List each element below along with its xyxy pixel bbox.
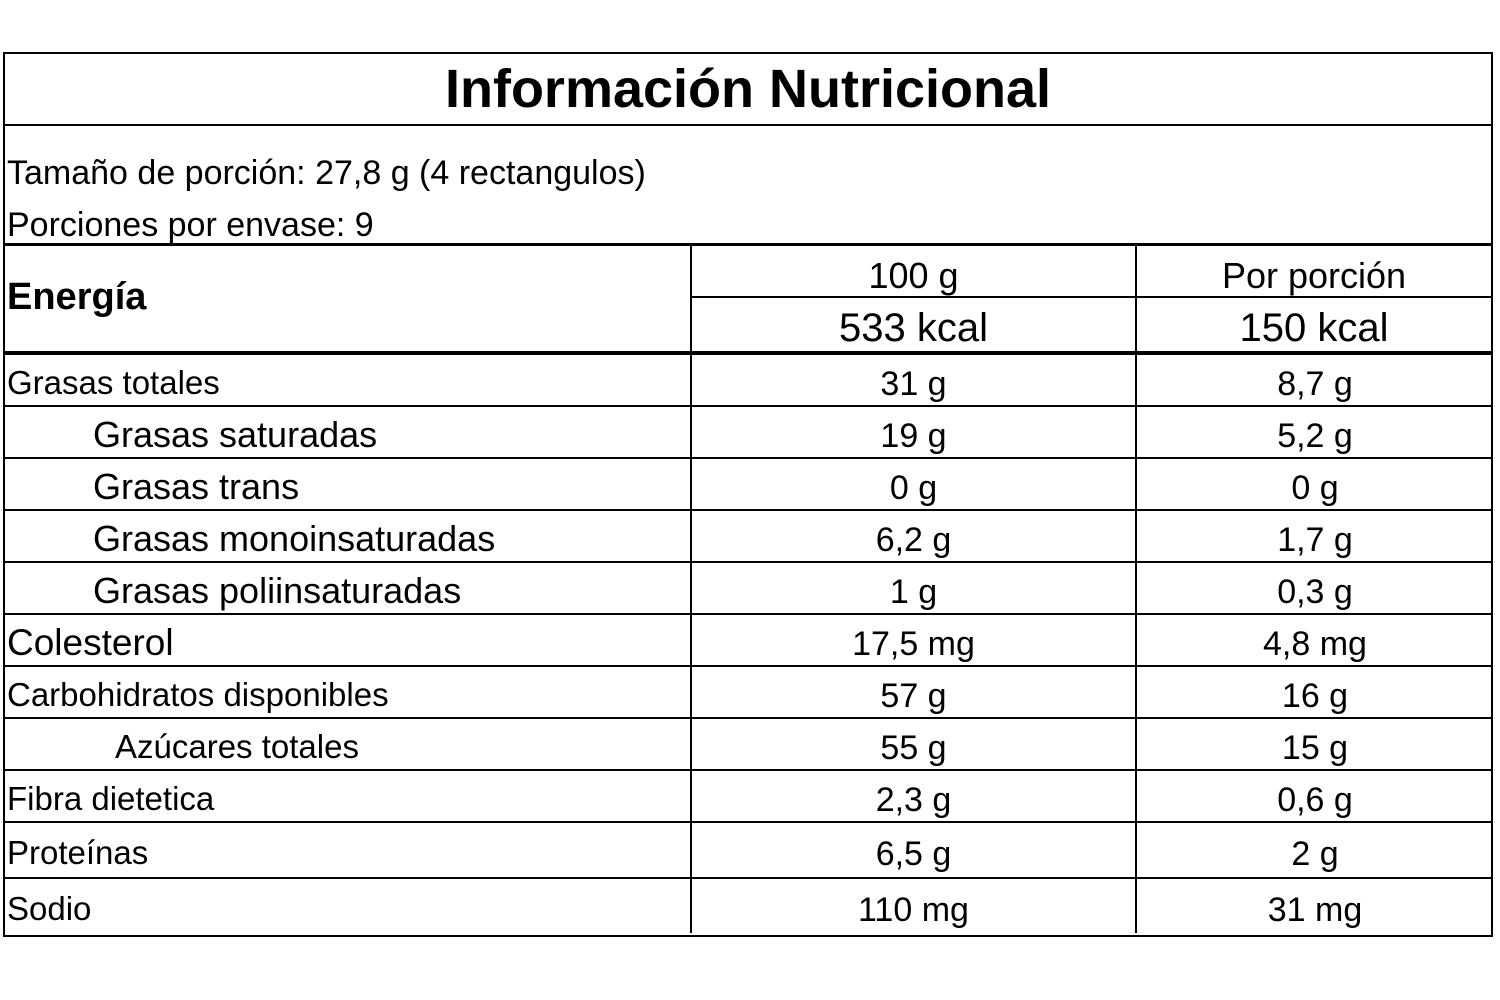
nutrient-value-portion: 0,6 g xyxy=(1135,771,1493,821)
column-header-portion: Por porción xyxy=(1137,246,1491,298)
nutrient-value-portion: 8,7 g xyxy=(1135,355,1493,405)
nutrient-value-portion: 15 g xyxy=(1135,719,1493,769)
nutrient-name: Fibra dietetica xyxy=(7,780,215,817)
nutrient-value-100g: 6,2 g xyxy=(690,511,1135,561)
nutrient-row: Grasas trans 0 g 0 g xyxy=(5,459,1491,511)
nutrient-value-portion: 2 g xyxy=(1135,823,1493,877)
nutrient-row: Azúcares totales 55 g 15 g xyxy=(5,719,1491,771)
energy-column-100g: 100 g 533 kcal xyxy=(690,246,1135,351)
column-header-100g: 100 g xyxy=(692,246,1135,298)
nutrient-value-100g: 57 g xyxy=(690,667,1135,717)
energy-kcal-100g: 533 kcal xyxy=(839,306,988,350)
nutrient-name: Carbohidratos disponibles xyxy=(7,676,389,713)
nutrient-value-100g: 19 g xyxy=(690,407,1135,457)
nutrient-value-portion: 4,8 mg xyxy=(1135,615,1493,665)
nutrient-name: Grasas monoinsaturadas xyxy=(93,518,496,559)
nutrient-value-portion: 0,3 g xyxy=(1135,563,1493,613)
nutrient-value-100g: 0 g xyxy=(690,459,1135,509)
energy-column-portion: Por porción 150 kcal xyxy=(1135,246,1491,351)
nutrient-value-100g: 1 g xyxy=(690,563,1135,613)
nutrition-facts-label: Información Nutricional Tamaño de porció… xyxy=(3,52,1493,937)
nutrient-value-portion: 5,2 g xyxy=(1135,407,1493,457)
nutrient-row: Colesterol 17,5 mg 4,8 mg xyxy=(5,615,1491,667)
nutrient-value-100g: 2,3 g xyxy=(690,771,1135,821)
nutrient-value-100g: 17,5 mg xyxy=(690,615,1135,665)
nutrient-name: Grasas totales xyxy=(7,364,220,401)
nutrient-row: Grasas totales 31 g 8,7 g xyxy=(5,355,1491,407)
nutrient-value-portion: 16 g xyxy=(1135,667,1493,717)
nutrient-row: Proteínas 6,5 g 2 g xyxy=(5,823,1491,879)
nutrient-name: Grasas saturadas xyxy=(93,414,378,455)
label-title: Información Nutricional xyxy=(5,54,1491,126)
nutrient-rows: Grasas totales 31 g 8,7 g Grasas saturad… xyxy=(5,355,1491,933)
servings-per-container: Porciones por envase: 9 xyxy=(7,206,374,244)
energy-label: Energía xyxy=(7,276,147,318)
energy-section: Energía 100 g 533 kcal Por porción 150 k… xyxy=(5,246,1491,355)
nutrient-name: Azúcares totales xyxy=(115,728,359,765)
nutrient-row: Grasas monoinsaturadas 6,2 g 1,7 g xyxy=(5,511,1491,563)
nutrient-row: Fibra dietetica 2,3 g 0,6 g xyxy=(5,771,1491,823)
serving-size: Tamaño de porción: 27,8 g (4 rectangulos… xyxy=(7,154,646,192)
nutrient-value-portion: 0 g xyxy=(1135,459,1493,509)
nutrient-name: Sodio xyxy=(7,890,92,927)
nutrient-value-100g: 110 mg xyxy=(690,879,1135,933)
nutrient-name: Proteínas xyxy=(7,834,149,871)
nutrient-name: Grasas trans xyxy=(93,466,300,507)
nutrient-name: Grasas poliinsaturadas xyxy=(93,570,462,611)
nutrient-value-100g: 55 g xyxy=(690,719,1135,769)
nutrient-value-portion: 31 mg xyxy=(1135,879,1493,933)
energy-kcal-portion: 150 kcal xyxy=(1239,306,1389,350)
nutrient-row: Sodio 110 mg 31 mg xyxy=(5,879,1491,933)
nutrient-row: Carbohidratos disponibles 57 g 16 g xyxy=(5,667,1491,719)
nutrient-value-100g: 31 g xyxy=(690,355,1135,405)
serving-info: Tamaño de porción: 27,8 g (4 rectangulos… xyxy=(5,126,1491,246)
nutrient-row: Grasas saturadas 19 g 5,2 g xyxy=(5,407,1491,459)
nutrient-value-portion: 1,7 g xyxy=(1135,511,1493,561)
nutrient-row: Grasas poliinsaturadas 1 g 0,3 g xyxy=(5,563,1491,615)
nutrient-value-100g: 6,5 g xyxy=(690,823,1135,877)
nutrient-name: Colesterol xyxy=(7,622,174,663)
